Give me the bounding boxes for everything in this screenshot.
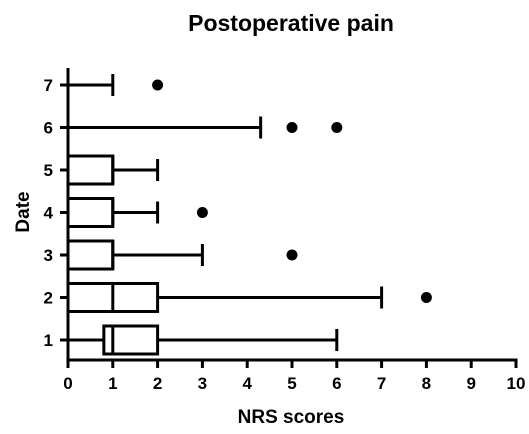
box-row-1 [66, 324, 339, 356]
x-tick-label: 4 [242, 374, 252, 393]
x-tick-label: 2 [153, 374, 162, 393]
x-tick-label: 1 [108, 374, 117, 393]
x-tick-label: 0 [63, 374, 72, 393]
iqr-box [66, 197, 115, 228]
x-axis-label: NRS scores [238, 407, 345, 428]
y-axis-label: Date [13, 191, 34, 232]
box-row-3 [66, 239, 298, 271]
x-tick-label: 8 [422, 374, 431, 393]
x-tick-label: 5 [287, 374, 296, 393]
iqr-box [66, 239, 115, 271]
box-row-7 [68, 74, 164, 96]
y-tick-label: 4 [44, 204, 54, 223]
outlier-point [420, 292, 432, 303]
x-tick-label: 3 [198, 374, 207, 393]
x-tick-label: 10 [507, 374, 526, 393]
x-axis: 0 1 2 3 4 5 6 7 8 9 10 [63, 358, 526, 393]
outlier-point [286, 122, 298, 133]
chart-title: Postoperative pain [188, 10, 394, 36]
iqr-box [66, 154, 115, 186]
y-tick-label: 3 [44, 246, 53, 265]
x-tick-label: 6 [332, 374, 341, 393]
outlier-point [196, 207, 208, 218]
y-tick-label: 5 [44, 161, 53, 180]
box-row-6 [68, 116, 343, 139]
outlier-point [286, 249, 298, 261]
box-series [66, 74, 432, 356]
x-tick-label: 7 [377, 374, 386, 393]
y-tick-label: 1 [44, 331, 53, 350]
outlier-point [331, 122, 343, 133]
x-tick-label: 9 [466, 374, 475, 393]
box-row-4 [66, 197, 208, 228]
y-tick-label: 7 [44, 76, 53, 95]
box-row-5 [66, 154, 160, 186]
y-tick-label: 6 [44, 119, 53, 138]
box-row-2 [66, 282, 432, 313]
y-axis: 1 2 3 4 5 6 7 [44, 68, 70, 361]
outlier-point [152, 79, 164, 91]
y-tick-label: 2 [44, 289, 53, 308]
